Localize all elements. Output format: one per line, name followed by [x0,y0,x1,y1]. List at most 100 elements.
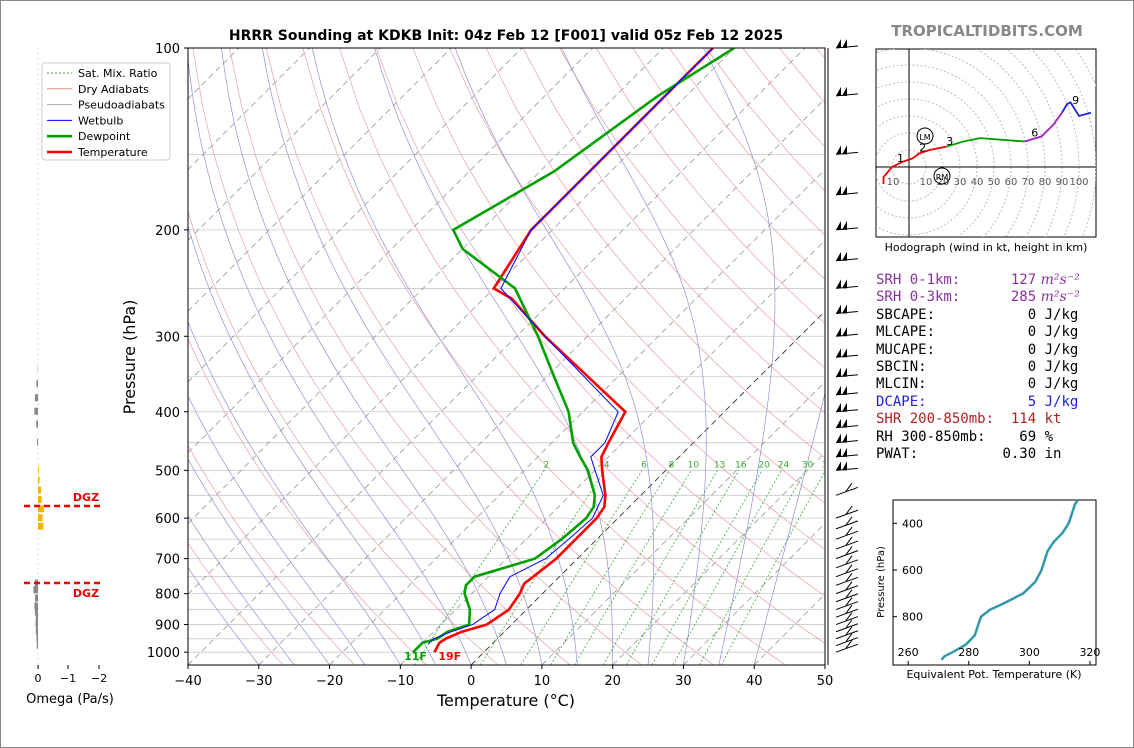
param-spacer [927,394,1028,410]
dry-adiabat [192,48,571,665]
barb-flag [836,327,847,337]
x-tick-label: −20 [316,674,343,689]
param-value: 5 [1027,393,1037,410]
barb-tick [845,619,853,629]
wind-barb [835,385,859,396]
omega-bar [34,602,38,610]
param-spacer [935,324,1028,340]
omega-bar [33,586,38,594]
hodograph-panel: 10 20 30 40 50 60 70 80 90 100 10 1 2 3 6 9 LM RM Hodograp… [875,48,1097,254]
omega-bar [38,476,40,484]
param-unit: J/kg [1036,393,1079,410]
y-tick-label: 1000 [147,646,180,661]
barb-staff [835,643,859,653]
wind-barb [835,597,859,611]
hodograph-height-label: 3 [946,135,953,148]
hodograph-ring-label: 60 [1005,177,1018,188]
dry-adiabat [229,48,643,665]
x-tick-label: 0 [467,674,475,689]
wind-barb [835,461,859,471]
hodograph-height-label: 9 [1072,94,1079,107]
barb-tick [845,516,853,526]
moist-adiabat [188,320,401,665]
barb-tick [845,505,853,515]
dry-adiabat [302,48,786,665]
y-tick-label: 600 [155,512,180,527]
param-value: 69 [1019,428,1037,445]
mixing-ratio-label: 8 [669,460,675,470]
barb-tick [845,526,853,536]
wind-barb [835,536,859,550]
param-spacer [994,411,1011,427]
isotherm-line [683,522,825,665]
omega-bar [38,522,44,530]
barb-flag [836,348,847,358]
dry-adiabat [522,48,825,414]
hodograph-trace [1024,112,1063,143]
mixing-ratio-label: 6 [641,460,647,470]
theta-e-x-tick-label: 300 [1019,646,1040,659]
param-value: 0 [1027,341,1037,358]
param-row: SRH 0-3km: 285 m²s⁻² [876,289,1080,306]
y-tick-label: 700 [155,553,180,568]
barb-tick [845,564,853,574]
dry-adiabat [265,48,714,665]
barb-staff [835,616,859,626]
x-tick-label: 50 [817,674,834,689]
moist-adiabat [261,48,543,665]
param-row: SHR 200-850mb: 114 kt [876,411,1080,428]
y-tick-label: 200 [155,224,180,239]
param-value: 285 [1010,289,1037,306]
barb-staff [835,608,859,618]
barb-staff [835,637,859,647]
wind-barb [835,367,859,378]
barb-staff [835,623,859,633]
barb-staff [835,601,859,611]
omega-bar [36,634,38,642]
wind-barb [835,555,859,569]
barb-staff [835,530,859,540]
legend-label: Dry Adiabats [78,83,149,96]
wind-barb [835,573,859,586]
moist-adiabat [561,48,707,665]
param-unit: J/kg [1036,358,1079,375]
mixing-ratio-line [699,470,806,665]
param-spacer [935,307,1028,323]
theta-e-profile-line [940,500,1079,661]
hodograph-ring-label: 80 [1039,177,1052,188]
barb-tick [845,604,853,614]
param-row: RH 300-850mb: 69 % [876,429,1080,446]
barb-flag [836,251,847,261]
barb-tick [845,536,853,546]
moist-adiabat [188,458,330,665]
wind-barb [835,626,859,640]
dry-adiabat [188,444,355,665]
mixing-ratio-label: 16 [735,460,747,470]
rm-label: RM [936,173,949,182]
theta-e-area [940,500,1079,661]
moist-adiabat [188,225,437,665]
hodograph-ring-label: 100 [1069,177,1088,188]
legend-box [41,62,171,161]
x-axis-label: Temperature (°C) [436,691,575,710]
hodograph-height-label: 2 [919,142,926,155]
y-tick-label: 100 [155,42,180,57]
omega-bar [34,394,38,402]
legend-label: Sat. Mix. Ratio [78,67,158,80]
param-row: SRH 0-1km: 127 m²s⁻² [876,272,1080,289]
wind-barb [835,619,859,633]
barb-tick [845,612,853,621]
mixing-ratio-line [520,470,643,665]
param-label: MLCIN: [876,376,927,393]
param-unit: m²s⁻² [1036,289,1080,306]
lm-label: LM [919,133,930,142]
param-value: 127 [1010,272,1037,288]
barb-tick [845,555,853,565]
barb-flag [836,402,847,412]
wind-barb [835,505,859,519]
barb-flag [836,145,847,155]
hodograph-caption: Hodograph (wind in kt, height in km) [885,241,1088,254]
wind-barb [835,185,859,196]
omega-axis-label: Omega (Pa/s) [26,692,114,707]
hodograph-ring-label: 50 [988,177,1001,188]
